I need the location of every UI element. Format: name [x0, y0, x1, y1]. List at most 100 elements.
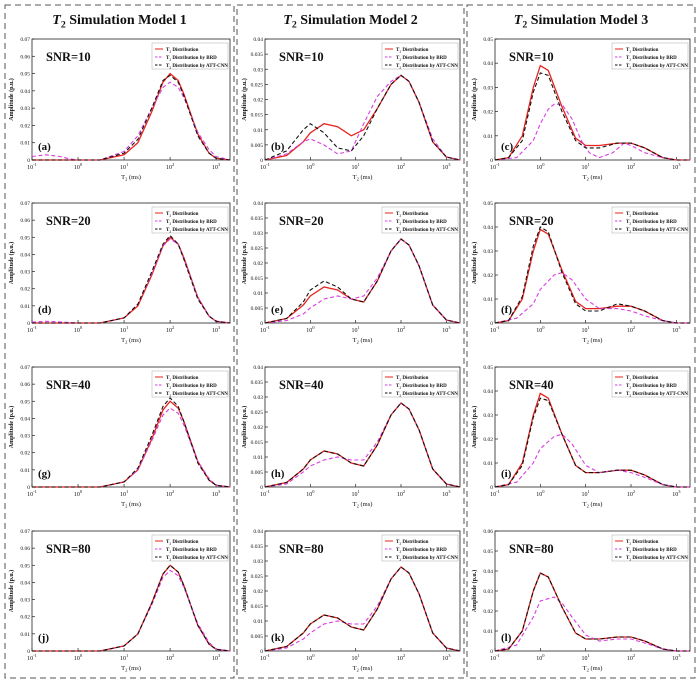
x-axis-label: T2 (ms) [353, 337, 373, 345]
legend-label: T2 Distribution by BRD [166, 56, 217, 61]
x-axis-label: T2 (ms) [121, 174, 141, 182]
y-tick-label: 0.01 [253, 291, 263, 297]
legend-label: T2 Distribution by BRD [626, 548, 677, 553]
x-tick-label: 102 [397, 653, 405, 662]
legend-box [611, 42, 689, 70]
y-tick-label: 0.04 [483, 389, 493, 395]
legend-box [151, 42, 229, 70]
y-tick-label: 0.02 [20, 123, 30, 129]
column-frame-2 [236, 4, 465, 679]
legend-label: T2 Distribution [396, 376, 429, 381]
y-tick-label: 0.03 [20, 270, 30, 276]
y-tick-label: 0.01 [20, 632, 30, 638]
x-tick-label: 102 [627, 489, 635, 498]
series-line-att-cnn [494, 572, 690, 652]
x-tick-label: 102 [627, 325, 635, 334]
y-axis-label: Amplitude (p.u.) [241, 242, 248, 285]
y-tick-label: 0.035 [251, 52, 264, 58]
x-tick-label: 101 [120, 162, 128, 171]
legend-box [381, 534, 459, 562]
y-axis-label: Amplitude (p.u.) [471, 406, 478, 449]
y-tick-label: 0.005 [251, 143, 264, 149]
y-tick-label: 0.07 [20, 201, 30, 207]
y-tick-label: 0.015 [251, 440, 264, 446]
panel-h: 0.005 0.01 0.015 0.02 0.025 0.03 0.035 0.04 010-… [241, 365, 461, 509]
x-axis-label: T2 (ms) [583, 665, 603, 673]
y-tick-label: 0.05 [483, 37, 493, 43]
y-tick-label: 0 [27, 485, 30, 491]
y-tick-label: 0.01 [253, 619, 263, 625]
legend-label: T2 Distribution by BRD [166, 548, 217, 553]
x-tick-label: 100 [306, 653, 315, 662]
legend-label: T2 Distribution [396, 540, 429, 545]
y-tick-label: 0.03 [253, 67, 263, 73]
legend-box [381, 370, 459, 398]
y-tick-label: 0.03 [483, 413, 493, 419]
y-axis-label: Amplitude (p.u.) [8, 570, 15, 613]
y-tick-label: 0.02 [20, 615, 30, 621]
legend-box [611, 534, 689, 562]
series-line-att-cnn [494, 397, 690, 488]
x-tick-label: 102 [627, 653, 635, 662]
x-tick-label: 100 [74, 325, 83, 334]
y-axis-label: Amplitude (p.u.) [8, 406, 15, 449]
x-tick-label: 101 [352, 325, 360, 334]
legend-label: T2 Distribution by ATT-CNN [396, 228, 458, 233]
x-tick-label: 101 [352, 162, 360, 171]
series-line-brd [494, 271, 690, 324]
panel-a: 0.01 0.02 0.03 0.04 0.05 0.06 0.07 010-1 100 101 1… [8, 37, 231, 182]
x-axis-label: T2 (ms) [353, 501, 373, 509]
y-tick-label: 0.05 [20, 399, 30, 405]
x-tick-label: 102 [397, 489, 405, 498]
snr-label: SNR=10 [46, 50, 91, 64]
y-tick-label: 0 [490, 485, 493, 491]
y-tick-label: 0.025 [251, 574, 264, 580]
panel-letter: (l) [501, 632, 512, 644]
x-axis-label: T2 (ms) [583, 174, 603, 182]
x-tick-label: 100 [306, 325, 315, 334]
y-tick-label: 0.02 [483, 609, 493, 615]
x-tick-label: 103 [672, 325, 681, 334]
legend-label: T2 Distribution [396, 212, 429, 217]
x-tick-label: 10-1 [260, 162, 270, 171]
y-tick-label: 0.07 [20, 529, 30, 535]
y-tick-label: 0.04 [253, 37, 263, 43]
series-line-att-cnn [264, 238, 461, 324]
y-tick-label: 0 [260, 321, 263, 327]
panel-k: 0.005 0.01 0.015 0.02 0.025 0.03 0.035 0.04 010-… [241, 529, 461, 673]
x-tick-label: 103 [672, 653, 681, 662]
legend-label: T2 Distribution by BRD [396, 384, 447, 389]
column-frame-1 [4, 4, 235, 679]
panel-e: 0.005 0.01 0.015 0.02 0.025 0.03 0.035 0.04 010-… [241, 201, 461, 345]
x-tick-label: 101 [352, 653, 360, 662]
x-tick-label: 10-1 [260, 653, 270, 662]
y-tick-label: 0.03 [20, 106, 30, 112]
x-tick-label: 103 [212, 653, 221, 662]
x-tick-label: 100 [74, 489, 83, 498]
x-tick-label: 100 [74, 653, 83, 662]
y-axis-label: Amplitude (p.u.) [241, 570, 248, 613]
x-tick-label: 102 [627, 162, 635, 171]
y-tick-label: 0.025 [251, 410, 264, 416]
y-tick-label: 0.06 [20, 546, 30, 552]
series-line-att-cnn [32, 74, 231, 161]
legend-label: T2 Distribution by ATT-CNN [166, 392, 228, 397]
panel-j: 0.01 0.02 0.03 0.04 0.05 0.06 0.07 010-1 100 101 1… [8, 529, 231, 673]
x-tick-label: 103 [212, 162, 221, 171]
y-tick-label: 0.04 [20, 416, 30, 422]
panel-letter: (h) [271, 468, 285, 480]
x-tick-label: 101 [120, 325, 128, 334]
x-tick-label: 101 [582, 489, 590, 498]
x-tick-label: 101 [352, 489, 360, 498]
y-tick-label: 0.02 [253, 589, 263, 595]
snr-label: SNR=80 [279, 542, 324, 556]
legend-label: T2 Distribution by ATT-CNN [396, 64, 458, 69]
y-tick-label: 0.035 [251, 380, 264, 386]
panel-letter: (a) [38, 141, 51, 153]
y-tick-label: 0 [490, 321, 493, 327]
y-tick-label: 0.02 [483, 273, 493, 279]
x-axis-label: T2 (ms) [121, 501, 141, 509]
y-tick-label: 0 [260, 485, 263, 491]
series-line-brd [494, 596, 690, 652]
x-tick-label: 102 [166, 162, 174, 171]
